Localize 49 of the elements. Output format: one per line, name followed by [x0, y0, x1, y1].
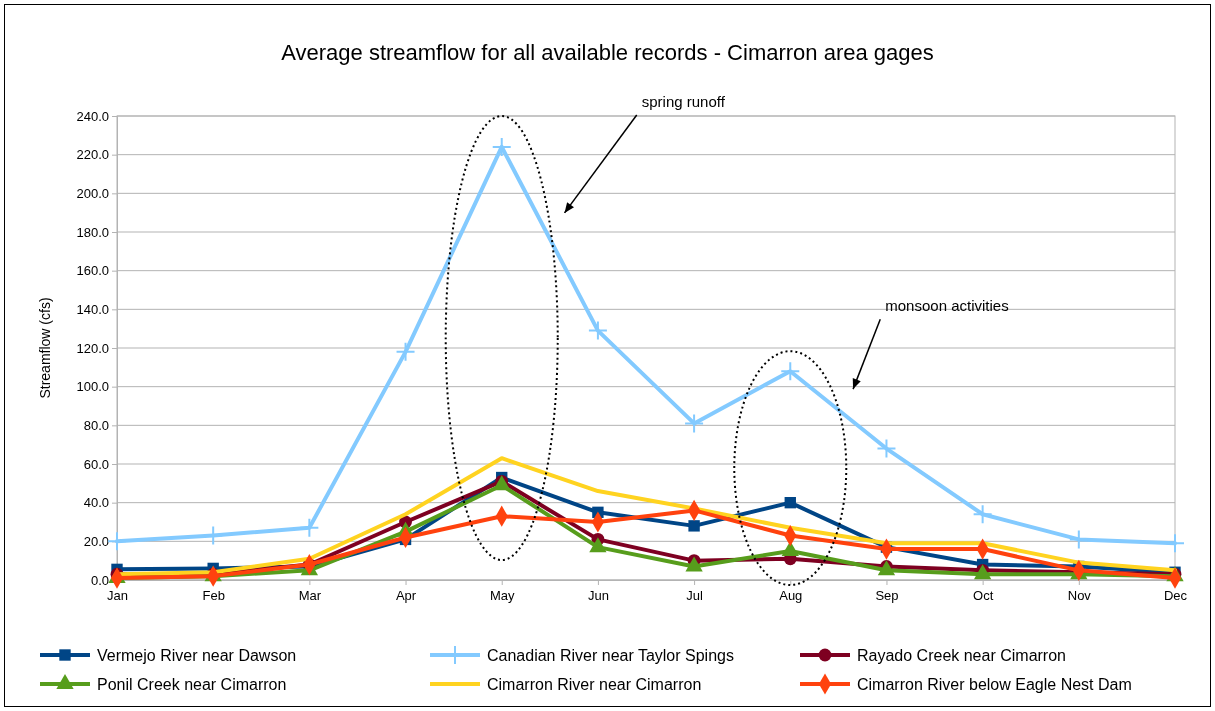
y-tick-label: 220.0: [76, 147, 109, 163]
legend-label: Canadian River near Taylor Spings: [487, 647, 734, 664]
x-tick-label: Jul: [686, 588, 704, 604]
chart-title: Average streamflow for all available records - Cimarron area gages: [281, 40, 934, 65]
legend-label: Ponil Creek near Cimarron: [97, 676, 287, 693]
point: [107, 531, 127, 552]
point: [684, 413, 705, 434]
point: [589, 537, 607, 553]
legend-label: Rayado Creek near Cimarron: [857, 647, 1066, 664]
x-tick-label: Oct: [973, 588, 994, 604]
y-tick-label: 200.0: [76, 185, 109, 201]
point: [395, 341, 416, 362]
x-tick-label: Apr: [395, 588, 417, 604]
y-tick-label: 140.0: [76, 301, 109, 317]
y-tick-label: 180.0: [76, 224, 109, 240]
x-tick-label: May: [489, 588, 516, 604]
x-tick-label: Dec: [1163, 588, 1188, 604]
annotation: monsoon activities: [885, 297, 1009, 315]
y-tick-label: 40.0: [83, 495, 109, 511]
y-axis-title: Streamflow (cfs): [37, 297, 53, 399]
x-tick-label: Mar: [298, 588, 322, 604]
point: [876, 438, 897, 459]
point: [972, 504, 993, 525]
point: [299, 517, 320, 538]
y-tick-label: 100.0: [76, 379, 109, 395]
point: [587, 320, 608, 341]
legend-label: Cimarron River near Cimarron: [487, 676, 702, 693]
x-tick-label: Sep: [875, 588, 899, 604]
point: [688, 520, 700, 532]
y-tick-label: 120.0: [76, 340, 109, 356]
y-tick-label: 0.0: [90, 572, 109, 588]
text: spring runoff: [641, 92, 726, 110]
x-tick-label: Jan: [107, 588, 128, 604]
legend-label: Cimarron River below Eagle Nest Dam: [857, 676, 1132, 693]
point: [784, 496, 796, 509]
point: [491, 136, 512, 157]
y-tick-label: 160.0: [76, 263, 109, 279]
point: [780, 361, 801, 382]
y-tick-label: 240.0: [76, 108, 109, 124]
y-tick-label: 20.0: [83, 533, 109, 549]
point: [781, 541, 799, 556]
x-tick-label: Jun: [587, 588, 609, 604]
y-tick-label: 80.0: [83, 417, 109, 433]
x-tick-label: Feb: [202, 588, 225, 604]
x-tick-label: Aug: [779, 588, 803, 604]
y-tick-label: 60.0: [83, 456, 109, 472]
legend-label: Vermejo River near Dawson: [97, 647, 297, 664]
point: [685, 556, 703, 572]
x-tick-label: Nov: [1067, 588, 1092, 604]
